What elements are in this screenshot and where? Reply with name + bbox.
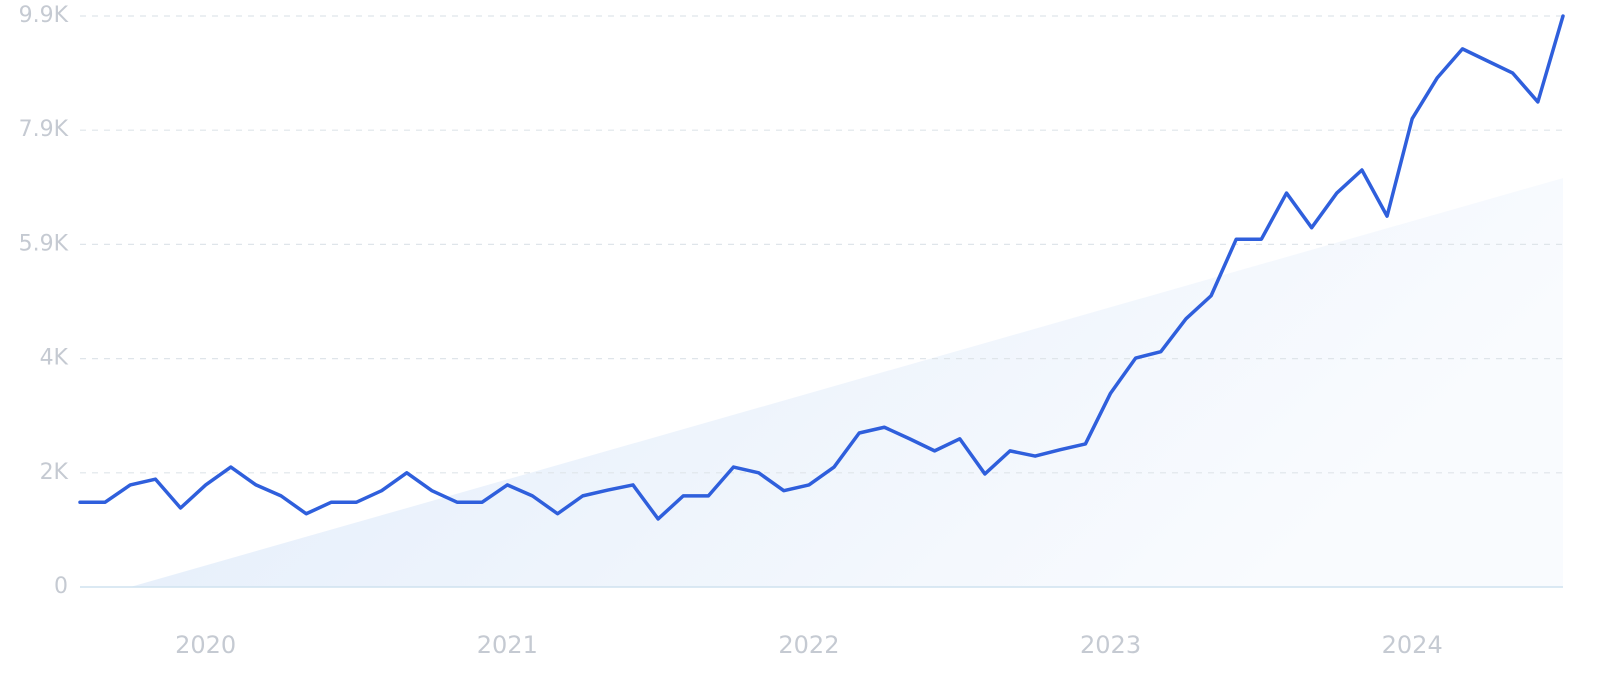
y-tick-label: 7.9K xyxy=(19,117,69,142)
y-tick-label: 9.9K xyxy=(19,3,69,28)
y-tick-label: 5.9K xyxy=(19,231,69,256)
y-tick-label: 4K xyxy=(40,346,69,371)
y-tick-label: 0 xyxy=(54,574,68,599)
x-tick-label: 2023 xyxy=(1080,631,1141,659)
trend-line xyxy=(78,14,1565,521)
x-tick-label: 2021 xyxy=(477,631,538,659)
x-tick-label: 2024 xyxy=(1382,631,1443,659)
y-tick-label: 2K xyxy=(40,460,69,485)
x-tick-label: 2022 xyxy=(778,631,839,659)
trend-area xyxy=(130,178,1563,587)
x-tick-label: 2020 xyxy=(175,631,236,659)
